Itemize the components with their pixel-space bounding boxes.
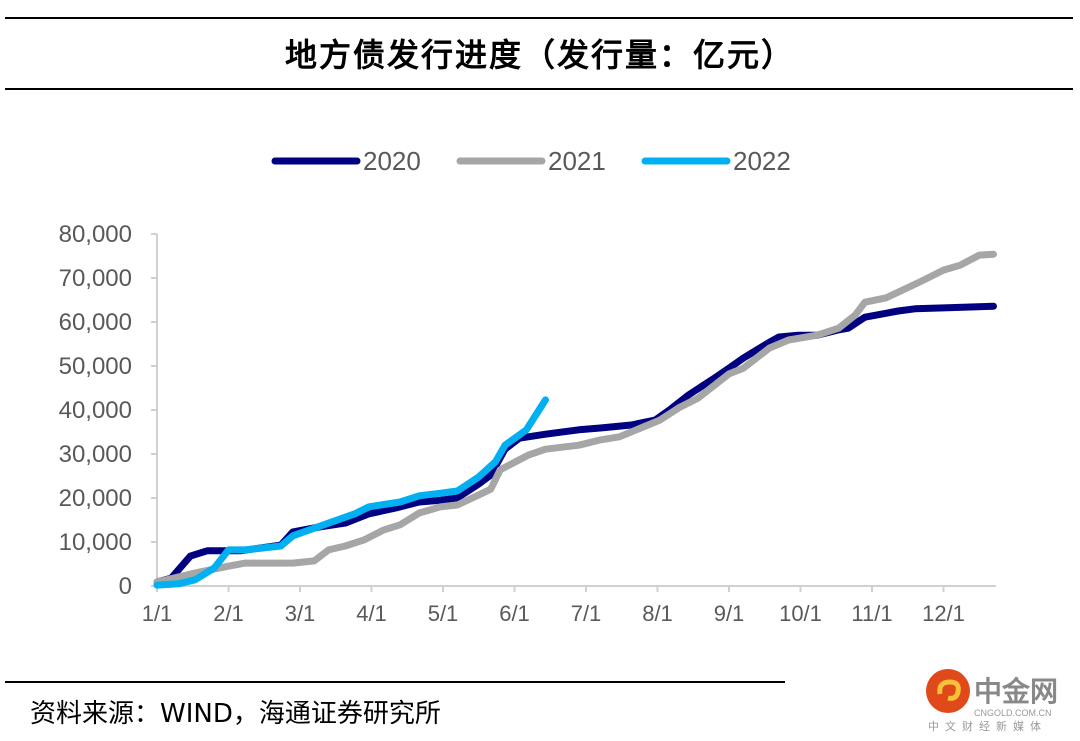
legend-label-2022: 2022 xyxy=(733,146,791,176)
x-tick-label: 2/1 xyxy=(213,601,244,626)
y-tick-label: 50,000 xyxy=(59,353,132,380)
y-tick-label: 0 xyxy=(119,573,132,600)
y-tick-label: 40,000 xyxy=(59,397,132,424)
logo-name: 中金网 xyxy=(974,675,1058,707)
x-tick-label: 5/1 xyxy=(428,601,459,626)
chart-title: 地方债发行进度（发行量：亿元） xyxy=(284,36,795,74)
series-line-2022 xyxy=(153,396,549,589)
y-tick-label: 60,000 xyxy=(59,309,132,336)
legend-label-2020: 2020 xyxy=(363,146,421,176)
x-tick-label: 10/1 xyxy=(779,601,822,626)
y-tick-label: 70,000 xyxy=(59,265,132,292)
x-tick-label: 1/1 xyxy=(142,601,173,626)
logo-tagline: 中文财经新媒体 xyxy=(928,719,1047,733)
legend: 2020 2021 2022 xyxy=(271,146,791,176)
x-tick-label: 9/1 xyxy=(714,601,745,626)
x-tick-label: 6/1 xyxy=(499,601,530,626)
y-tick-label: 10,000 xyxy=(59,529,132,556)
x-tick-label: 12/1 xyxy=(922,601,965,626)
y-tick-label: 20,000 xyxy=(59,485,132,512)
legend-label-2021: 2021 xyxy=(548,146,606,176)
series-line-2021 xyxy=(153,250,997,586)
logo-circle-icon xyxy=(926,669,970,713)
source-note: 资料来源：WIND，海通证券研究所 xyxy=(30,699,441,729)
x-tick-label: 7/1 xyxy=(571,601,602,626)
axes: 0 10,000 20,000 30,000 40,000 50,000 60,000 70,… xyxy=(59,221,996,626)
series-lines xyxy=(153,250,997,589)
y-tick-label: 30,000 xyxy=(59,441,132,468)
x-tick-label: 11/1 xyxy=(851,601,892,626)
title-rule xyxy=(5,88,1073,90)
x-tick-label: 4/1 xyxy=(356,601,387,626)
x-tick-label: 8/1 xyxy=(642,601,673,626)
y-tick-label: 80,000 xyxy=(59,221,132,248)
x-tick-label: 3/1 xyxy=(285,601,316,626)
line-chart: 2020 2021 2022 0 10,000 20,000 30,000 40,000 50… xyxy=(59,146,997,626)
source-rule xyxy=(5,681,785,683)
logo-domain: CNGOLD.COM.CN xyxy=(974,708,1052,718)
top-rule xyxy=(5,17,1073,19)
watermark-logo: 中金网 CNGOLD.COM.CN 中文财经新媒体 xyxy=(918,664,1078,736)
